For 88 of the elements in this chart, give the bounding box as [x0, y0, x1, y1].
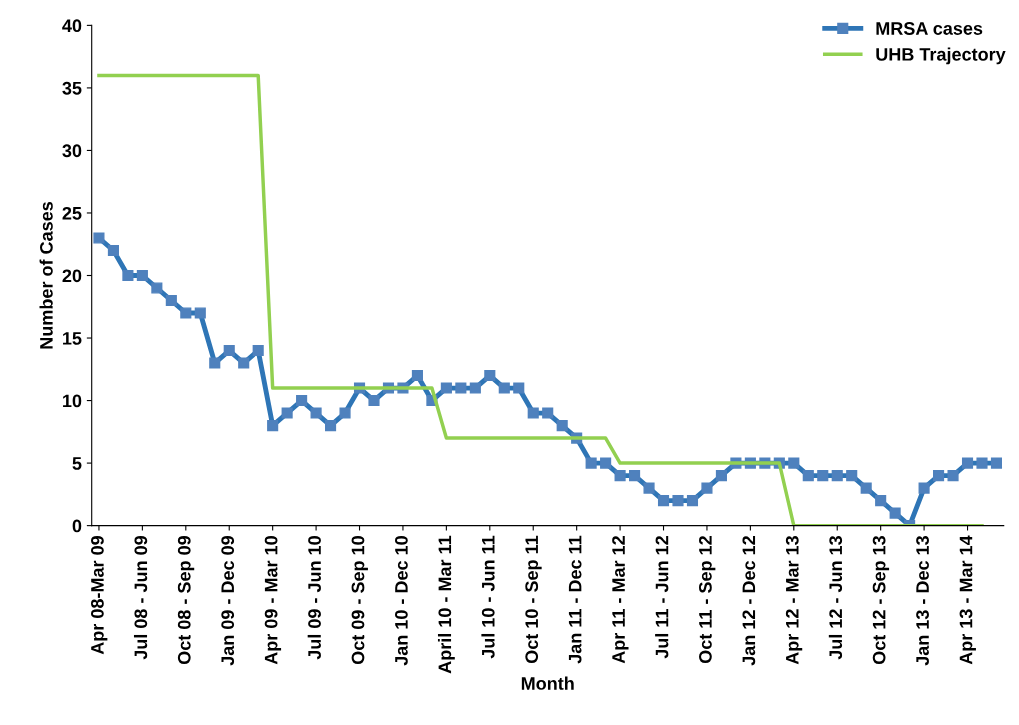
point	[686, 495, 699, 507]
x-tick-label: Jan 12 - Dec 12	[742, 536, 756, 666]
point	[469, 382, 481, 394]
x-tick-label: Jul 12 - Jun 13	[828, 535, 843, 660]
x-tick-label: Jul 11 - Jun 12	[655, 536, 669, 659]
x-tick-label: Oct 10 - Sep 11	[525, 535, 542, 664]
y-tick-label: 25	[62, 206, 82, 220]
point	[180, 307, 192, 319]
x-axis-title: Month	[521, 676, 574, 690]
point	[556, 420, 568, 432]
point	[788, 457, 800, 469]
point	[600, 457, 612, 469]
x-tick-label: Jul 08 - Jun 09	[133, 536, 148, 660]
point	[542, 407, 554, 419]
y-axis-title: Number of Cases	[39, 201, 53, 349]
point	[802, 470, 814, 482]
x-tick-label: Jul 10 - Jun 11	[481, 535, 495, 659]
point	[209, 357, 221, 369]
point	[267, 420, 279, 432]
x-tick-label: Jul 09 - Jun 10	[307, 536, 321, 660]
point	[107, 244, 119, 257]
point	[889, 507, 901, 519]
x-tick-label: Jan 10 - Dec 10	[395, 536, 408, 666]
point	[440, 382, 452, 394]
point	[846, 470, 858, 482]
y-tick-label: 35	[62, 81, 82, 95]
x-tick-label: Apr 12 - Mar 13	[785, 535, 803, 665]
point	[238, 357, 250, 369]
point	[252, 344, 264, 357]
point	[93, 232, 105, 244]
point	[585, 457, 597, 469]
point	[947, 470, 959, 482]
x-tick-label: Apr 09 - Mar 10	[264, 536, 282, 665]
point	[860, 482, 872, 494]
point	[513, 382, 525, 394]
point	[339, 407, 351, 419]
legend-label: UHB Trajectory	[876, 47, 1006, 65]
point	[484, 369, 496, 382]
x-tick-label: Jan 13 - Dec 13	[916, 535, 929, 666]
point	[817, 470, 829, 482]
x-tick-label: Jan 11 - Dec 11	[568, 535, 582, 664]
y-tick-label: 40	[62, 19, 82, 33]
y-tick-label: 10	[63, 394, 82, 408]
point	[368, 395, 380, 407]
point	[151, 282, 163, 294]
point	[657, 495, 670, 507]
legend-label: MRSA cases	[876, 22, 983, 35]
point	[629, 470, 641, 482]
point	[990, 457, 1003, 469]
point	[701, 482, 713, 494]
point	[136, 269, 148, 282]
x-tick-label: Jan 09 - Dec 09	[221, 536, 235, 666]
point	[194, 307, 206, 319]
point	[455, 382, 467, 394]
point	[715, 470, 727, 482]
point	[918, 482, 930, 494]
x-tick-label: Oct 08 - Sep 09	[177, 536, 195, 665]
point	[325, 420, 337, 432]
point	[498, 382, 510, 394]
point	[165, 294, 177, 307]
point	[961, 457, 974, 469]
x-tick-label: April 10 - Mar 11	[437, 535, 455, 674]
point	[223, 344, 235, 357]
point	[933, 470, 945, 482]
x-tick-label: Oct 09 - Sep 10	[351, 536, 368, 665]
x-tick-label: Apr 11 - Mar 12	[612, 536, 629, 664]
point	[281, 407, 293, 419]
point	[310, 407, 322, 419]
y-tick-label: 20	[62, 269, 82, 283]
point	[976, 457, 988, 469]
y-tick-label: 5	[72, 457, 82, 470]
x-tick-label: Apr 08-Mar 09	[91, 536, 108, 655]
point	[122, 269, 134, 282]
point	[296, 395, 308, 407]
point	[527, 407, 539, 419]
y-tick-label: 15	[63, 332, 82, 345]
point	[875, 495, 887, 507]
line-series	[97, 73, 984, 526]
x-tick-label: Oct 12 - Sep 13	[872, 535, 890, 665]
point	[614, 470, 626, 482]
point	[411, 369, 423, 382]
y-tick-label: 30	[62, 144, 82, 158]
x-tick-label: Apr 13 - Mar 14	[959, 535, 976, 665]
point	[672, 495, 684, 507]
point	[831, 470, 843, 482]
y-tick-label: 0	[72, 519, 82, 533]
x-tick-label: Oct 11 - Sep 12	[699, 536, 716, 664]
point	[643, 482, 655, 494]
